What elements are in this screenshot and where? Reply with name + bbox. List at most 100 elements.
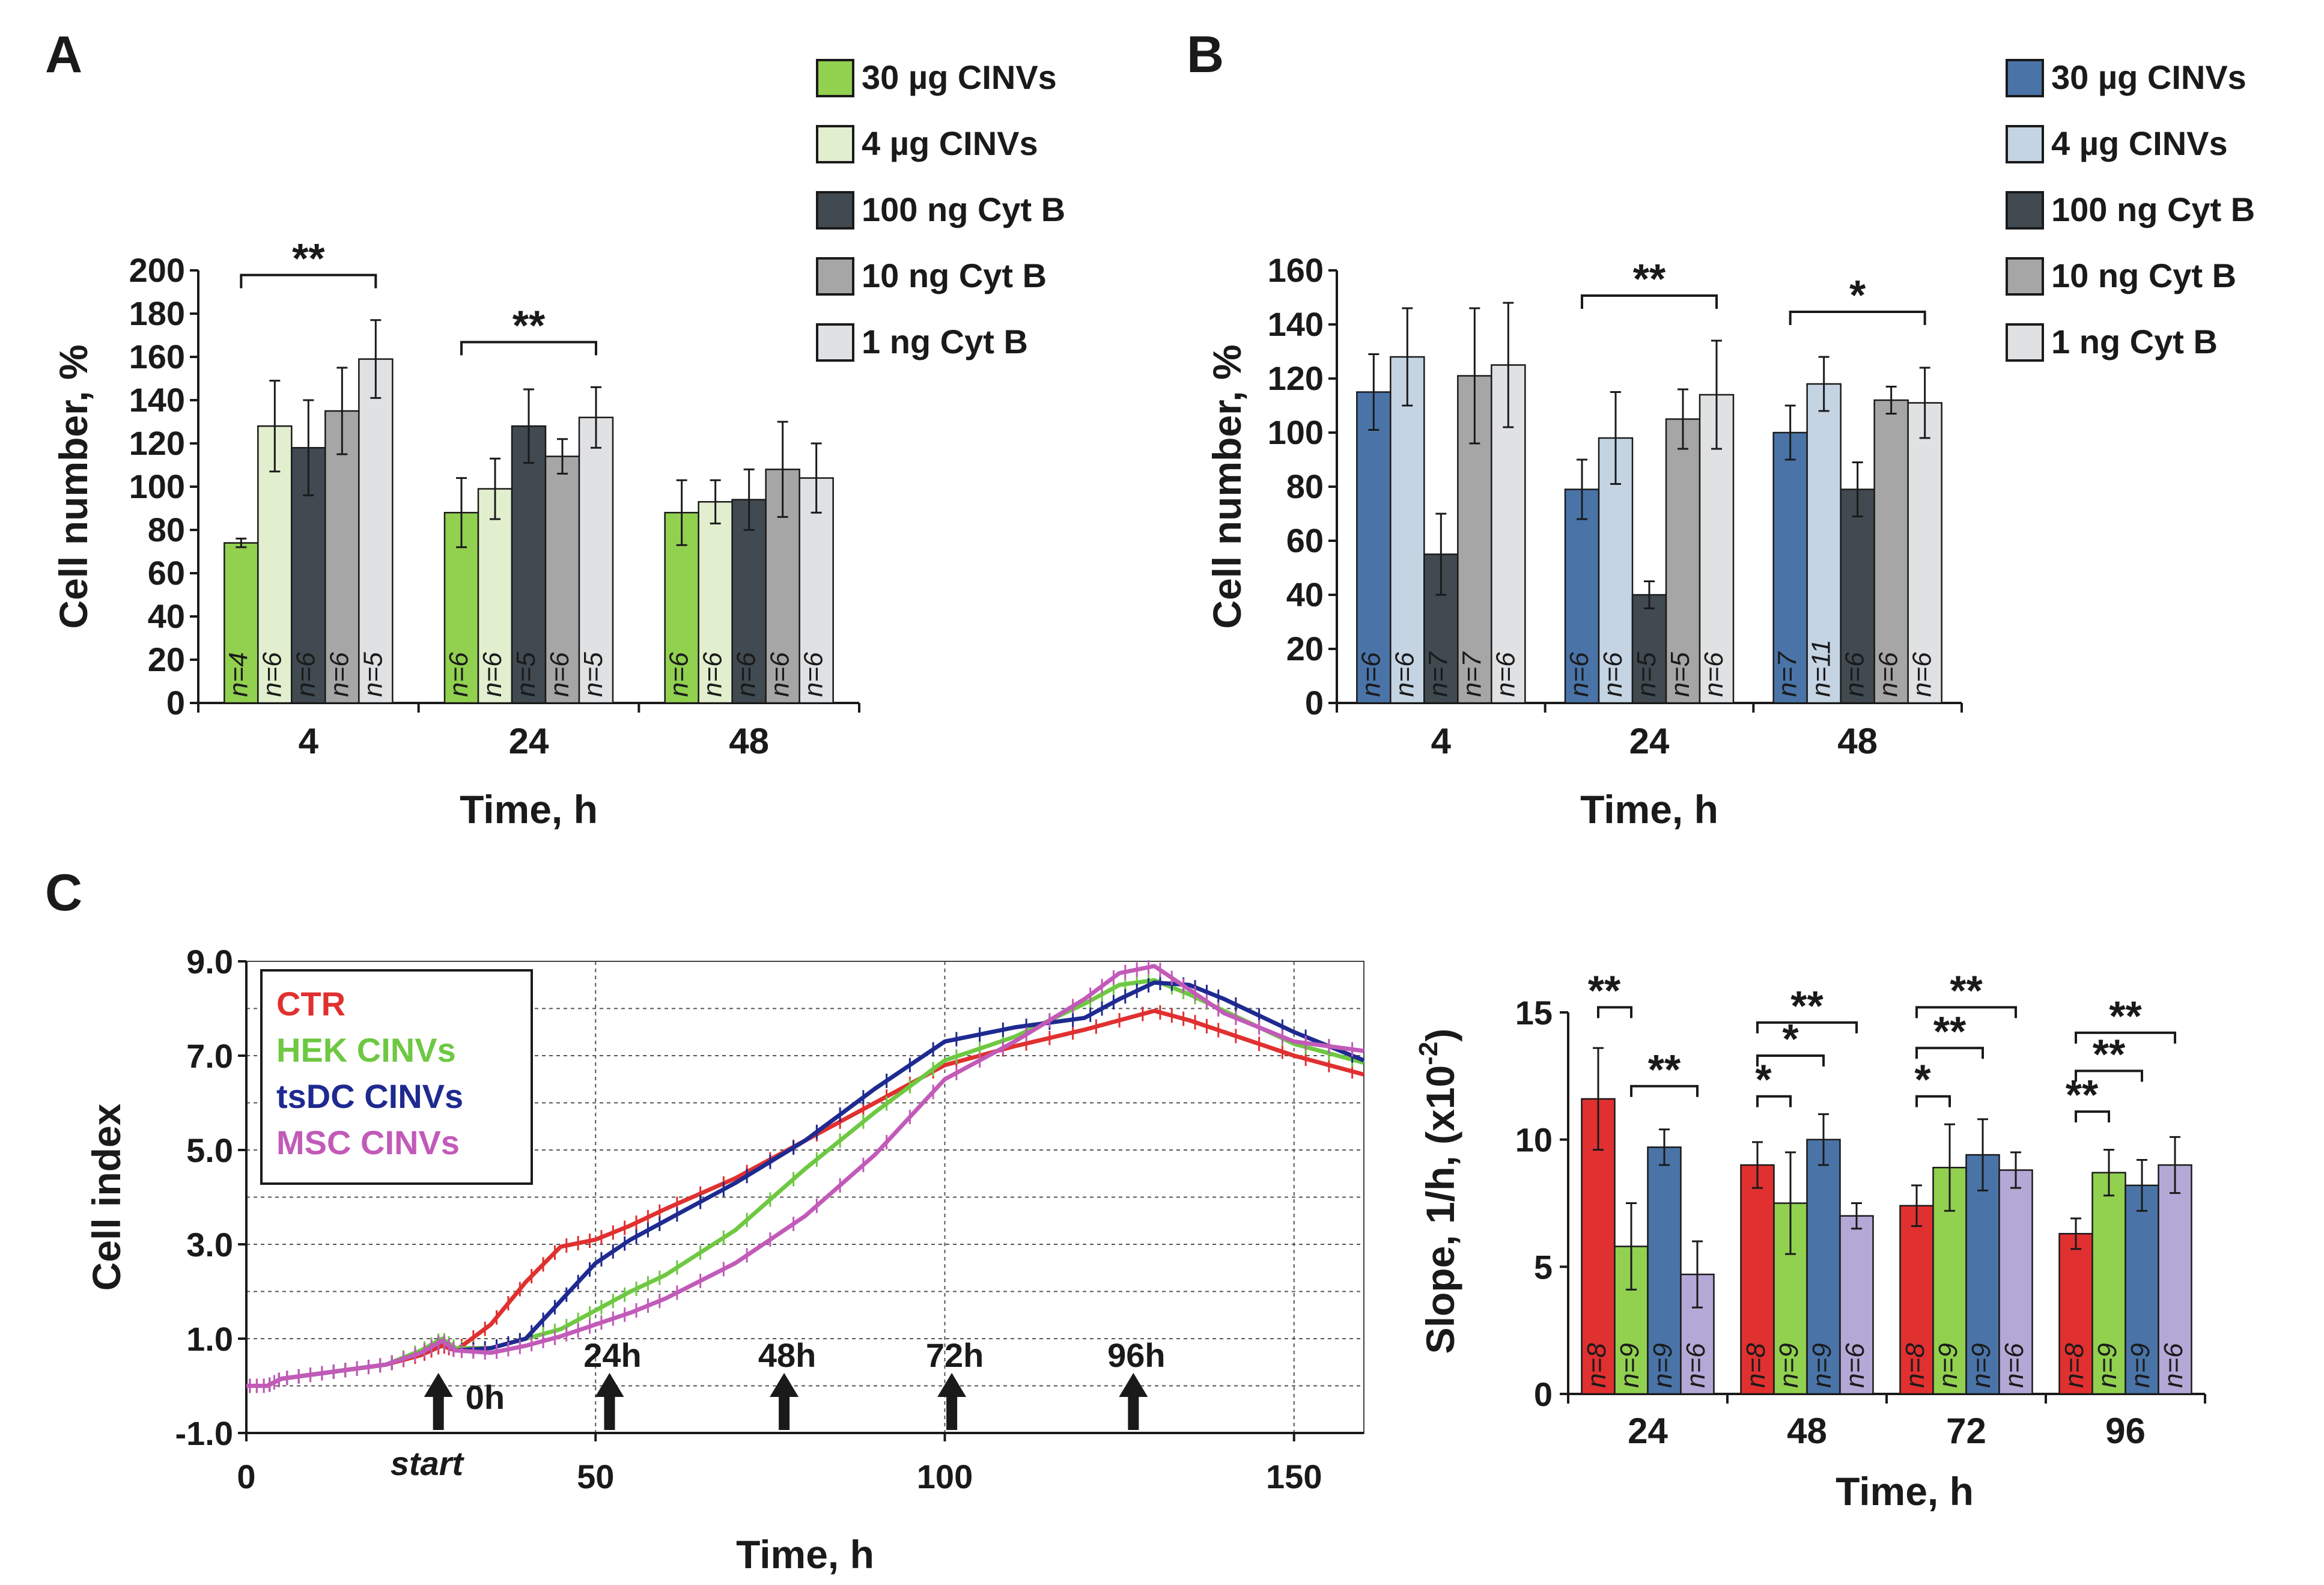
bar-a-24-4 [578,416,614,704]
y-axis-title-exponent: -2 [1414,1042,1443,1065]
n-label: n=9 [2093,1343,2122,1388]
significance-bracket [1581,294,1718,309]
y-tick-label: 140 [129,381,185,419]
time-arrow-icon [937,1373,967,1430]
y-axis-title-main: Slope, 1/h, (x10 [1418,1065,1462,1354]
y-tick-label: 60 [1286,522,1324,559]
y-tick-label: 200 [129,251,185,289]
legend-swatch [816,323,854,362]
n-label: n=8 [1741,1343,1771,1388]
y-axis-title: Cell number, % [1205,344,1249,628]
legend-label: 30 µg CINVs [2051,58,2246,96]
n-label: n=6 [2000,1343,2029,1388]
legend-swatch [816,125,854,163]
category-label: 48 [1837,721,1878,761]
n-label: n=7 [1423,651,1453,697]
bar-slope-72-3 [1998,1169,2033,1395]
n-label: n=5 [579,652,608,697]
n-label: n=6 [291,652,320,697]
x-axis-title: Time, h [460,787,598,832]
arrow-label: 0h [466,1378,505,1416]
y-tick-label: 20 [1286,630,1324,668]
legend-swatch [816,257,854,296]
n-label: n=6 [1699,652,1729,697]
n-label: n=4 [224,652,253,697]
n-label: n=5 [1665,652,1695,697]
significance-label: ** [1950,967,1983,1014]
y-tick-label: 20 [148,640,185,678]
n-label: n=6 [2159,1343,2188,1388]
n-label: n=9 [2126,1343,2155,1388]
legend-label: 1 ng Cyt B [862,323,1028,361]
y-axis-title: Cell index [84,1103,129,1291]
legend-label: HEK CINVs [276,1031,456,1069]
y-tick-label: 80 [1286,467,1324,505]
legend-label: 4 µg CINVs [862,124,1038,162]
significance-label: ** [2109,993,2142,1039]
y-tick-label: 15 [1515,994,1553,1032]
arrow-label: 96h [1107,1336,1166,1374]
legend-swatch [2006,125,2044,163]
y-axis-title-suffix: ) [1418,1029,1462,1042]
significance-label: * [1914,1056,1931,1103]
n-label: n=9 [1648,1343,1678,1388]
y-tick-label: 40 [148,597,185,635]
n-label: n=11 [1807,639,1836,697]
category-label: 48 [729,721,769,761]
category-label: 72 [1946,1411,1986,1451]
y-tick-label: 0 [166,684,185,722]
n-label: n=6 [324,652,354,697]
legend-label: 100 ng Cyt B [862,190,1065,228]
n-label: n=6 [1565,652,1594,697]
n-label: n=6 [444,652,473,697]
n-label: n=8 [1900,1343,1930,1388]
x-tick-label: 150 [1266,1458,1322,1495]
legend-label: 10 ng Cyt B [2051,257,2236,294]
y-tick-label: 9.0 [186,943,233,981]
significance-bracket [2075,1031,2176,1044]
n-label: n=6 [665,652,694,697]
y-tick-label: 3.0 [186,1226,233,1264]
bar-slope-96-2 [2125,1184,2159,1395]
y-tick-label: 10 [1515,1121,1553,1159]
n-label: n=7 [1773,651,1802,697]
arrow-label: 24h [583,1336,642,1374]
n-label: n=6 [698,652,728,697]
category-label: 4 [299,721,319,761]
x-axis-title: Time, h [1836,1469,1974,1514]
significance-bracket [1630,1085,1699,1097]
category-label: 24 [1628,1411,1668,1451]
n-label: n=9 [1774,1343,1804,1388]
n-label: n=5 [511,652,541,697]
bar-a-4-3 [324,410,360,704]
legend-label: tsDC CINVs [276,1077,463,1115]
n-label: n=6 [257,652,287,697]
n-label: n=9 [1615,1343,1644,1388]
legend-label: 1 ng Cyt B [2051,323,2218,361]
legend-swatch [2006,323,2044,362]
significance-bracket [1789,311,1926,325]
y-tick-label: 0 [1534,1375,1553,1413]
significance-bracket [2075,1110,2110,1123]
y-tick-label: 160 [1268,251,1324,289]
series-line-msc-cinvs [246,964,1364,1388]
n-label: n=9 [1967,1343,1996,1388]
bar-b-48-4 [1907,402,1942,704]
y-tick-label: 140 [1268,305,1324,343]
significance-bracket [1915,1047,1984,1059]
bar-slope-96-0 [2058,1233,2093,1395]
x-axis-title: Time, h [736,1532,874,1577]
x-axis-title: Time, h [1580,787,1718,832]
significance-bracket [1756,1095,1792,1107]
legend-box [260,969,533,1185]
bar-slope-24-2 [1647,1146,1682,1395]
significance-bracket [1597,1006,1632,1018]
significance-bracket [2075,1069,2143,1082]
n-label: n=7 [1457,651,1486,697]
category-label: 4 [1431,721,1452,761]
bar-a-48-1 [698,500,733,704]
significance-bracket [240,273,377,288]
